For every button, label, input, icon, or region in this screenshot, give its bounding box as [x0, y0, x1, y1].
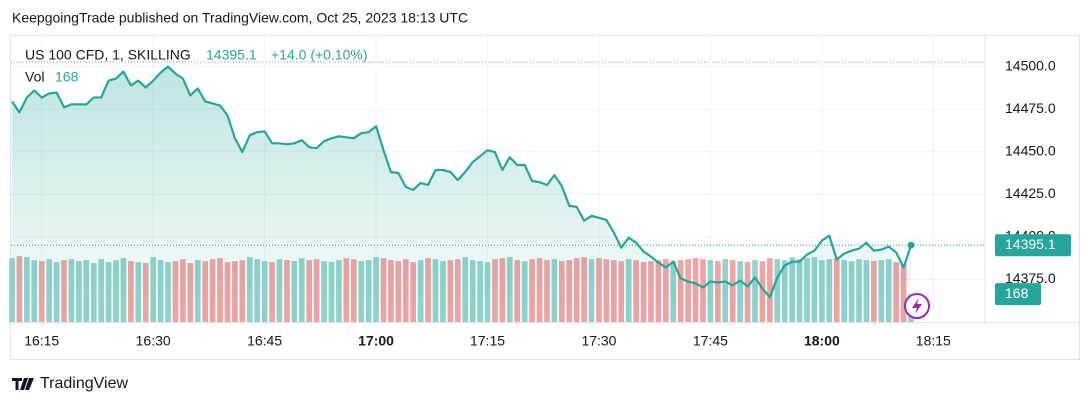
y-tick-label: 14450.0 — [1005, 142, 1056, 158]
price-line — [11, 65, 913, 299]
x-tick-label: 17:30 — [581, 333, 616, 349]
x-tick-label: 16:30 — [136, 333, 171, 349]
y-tick-label: 14375.0 — [1005, 270, 1056, 286]
logo-mark — [12, 378, 34, 390]
volume-label-box — [995, 283, 1041, 306]
x-tick-label: 18:00 — [804, 333, 840, 349]
price-area — [12, 66, 911, 322]
price-plot — [11, 65, 985, 322]
x-tick-label: 17:45 — [693, 333, 728, 349]
price-label-box — [995, 234, 1071, 257]
legend-volume: Vol — [25, 69, 44, 85]
x-tick-label: 16:45 — [247, 333, 282, 349]
y-tick-label: 14475.0 — [1005, 100, 1056, 116]
last-point — [907, 241, 915, 249]
x-tick-label: 16:15 — [24, 333, 59, 349]
footer: TradingView — [40, 375, 128, 392]
legend-volume-last: 168 — [55, 69, 79, 85]
x-tick-label: 18:15 — [916, 333, 951, 349]
alert-bolt — [912, 298, 922, 314]
y-tick-label: 14500.0 — [1005, 57, 1056, 73]
volume-label: 168 — [1005, 285, 1029, 301]
axes: 14375.014400.014425.014450.014475.014500… — [24, 57, 1056, 348]
chart-frame — [10, 35, 1080, 360]
legend-last: 14395.1 — [206, 47, 257, 63]
x-tick-label: 17:00 — [358, 333, 394, 349]
axis-labels: 14395.1 168 — [995, 234, 1071, 306]
y-tick-label: 14425.0 — [1005, 185, 1056, 201]
legend-change: +14.0 (+0.10%) — [271, 47, 368, 63]
volume-bar — [767, 258, 773, 322]
legend-symbol: US 100 CFD, 1, SKILLING — [25, 47, 191, 63]
header: KeepgoingTrade published on TradingView.… — [12, 10, 468, 26]
x-tick-label: 17:15 — [470, 333, 505, 349]
price-label: 14395.1 — [1005, 236, 1056, 252]
